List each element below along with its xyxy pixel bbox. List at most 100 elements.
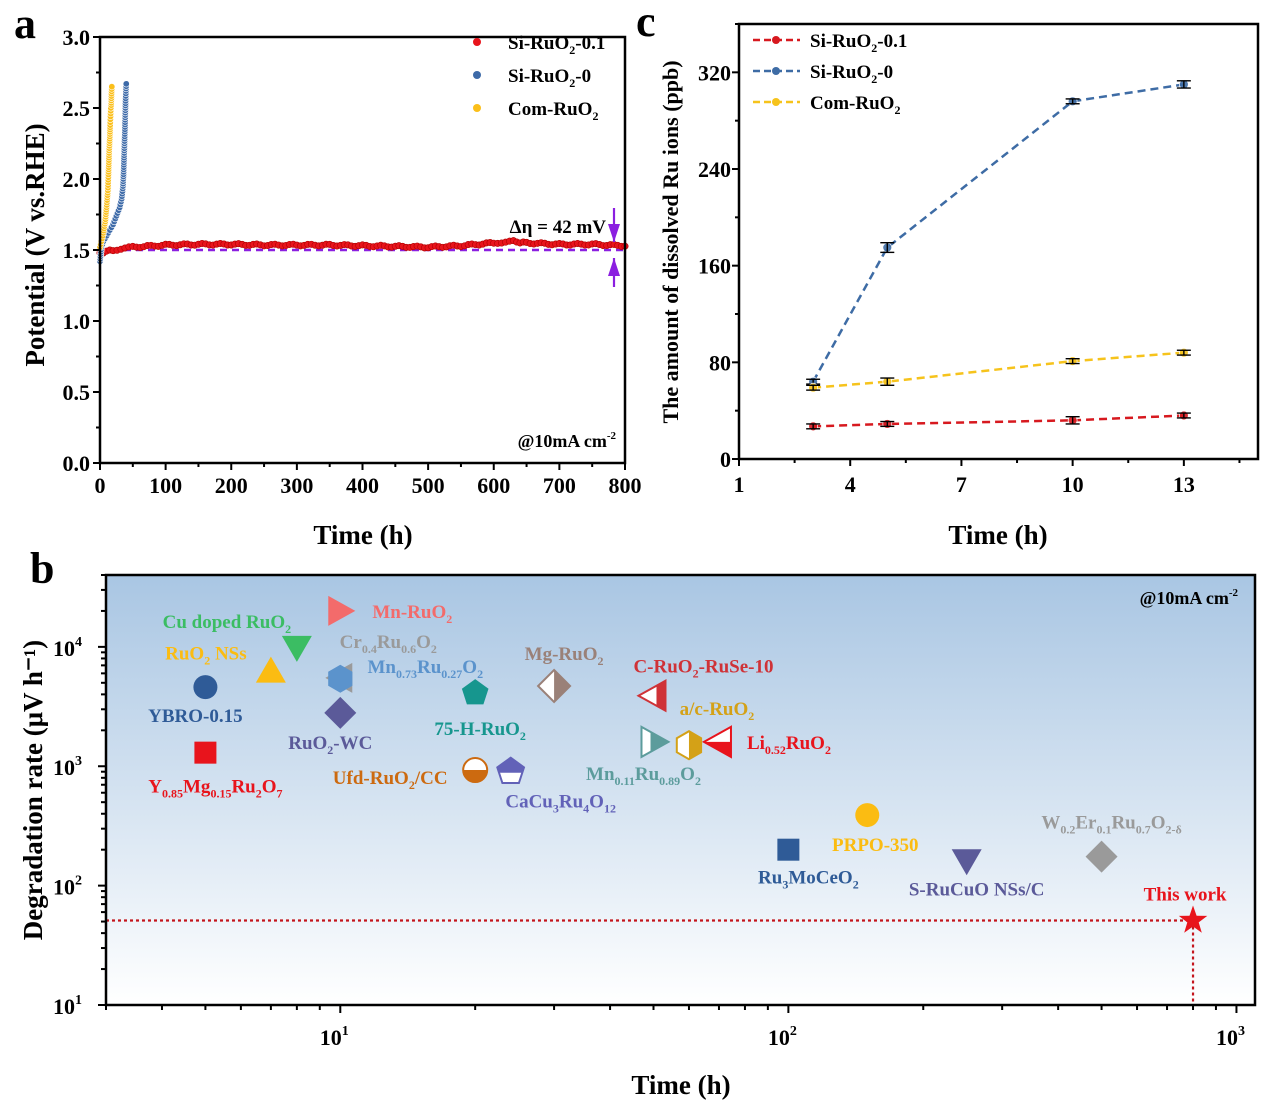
panel-a-potential-chart: Δη = 42 mV @10mA cm-2 0 100 200 300 400 500 600… — [20, 25, 642, 550]
panel-b-degradation-chart: YBRO-0.15 Y0.85​Mg0.15​Ru2​O7​ RuO2​ NSs Cu… — [18, 573, 1257, 1100]
data-label: Ufd-RuO2​/CC — [333, 768, 448, 792]
y-tick-label: 0.0 — [63, 451, 91, 476]
data-point-w0-2er0-1ru0-7o2-: W0.2​Er0.1​Ru0.7​O2-δ​ — [1041, 813, 1182, 873]
current-density-note: @10mA cm-2 — [518, 430, 617, 451]
data-label: Mn0.73​Ru0.27​O2​ — [368, 657, 484, 681]
x-tick-label: 13 — [1173, 472, 1195, 497]
plot-frame — [104, 573, 1257, 1007]
x-tick-label: 300 — [280, 473, 313, 498]
panel-letter-b: b — [30, 544, 54, 593]
data-point-75-h-ruo2: 75-H-RuO2​ — [434, 679, 526, 743]
data-point — [108, 83, 116, 91]
data-point-mn0-73ru0-27o2: Mn0.73​Ru0.27​O2​ — [328, 657, 483, 693]
x-tick-label: 4 — [845, 472, 856, 497]
data-point-li0-52ruo2: Li0.52​RuO2​ — [701, 725, 831, 759]
legend-label: Si-RuO2​-0.1 — [810, 31, 907, 55]
data-label: CaCu3​Ru4​O12​ — [505, 792, 616, 816]
diamond-marker — [324, 696, 357, 729]
panel-b-data-marks: YBRO-0.15 Y0.85​Mg0.15​Ru2​O7​ RuO2​ NSs Cu… — [106, 587, 1238, 1005]
data-point-mn0-11ru0-89o2: Mn0.11​Ru0.89​O2​ — [586, 725, 701, 788]
x-tick-label: 600 — [477, 473, 510, 498]
data-label: Mg-RuO2​ — [525, 644, 604, 668]
data-label: Y0.85​Mg0.15​Ru2​O7​ — [148, 777, 282, 801]
half-triangle-right-fill — [650, 731, 669, 752]
legend-label: Si-RuO2​-0 — [810, 62, 893, 86]
data-point-ruo2-nss: RuO2​ NSs — [165, 644, 286, 683]
x-tick-label: 400 — [346, 473, 379, 498]
data-point-mg-ruo2: Mg-RuO2​ — [525, 644, 604, 704]
data-point-cacu3ru4o12: CaCu3​Ru4​O12​ — [496, 756, 616, 816]
half-pentagon-fill — [497, 757, 524, 773]
circle-marker — [855, 803, 880, 828]
data-point-cu-doped-ruo2: Cu doped RuO2​ — [163, 612, 312, 662]
legend-marker — [473, 38, 481, 46]
panel-b-y-axis-title: Degradation rate (μV h⁻¹) — [18, 640, 48, 940]
x-tick-label: 7 — [956, 472, 967, 497]
panel-c-axes: 1 4 7 10 13 0 80 160 240 320 — [698, 22, 1260, 497]
triangle-right-marker — [328, 595, 356, 626]
series-si-ruo2-0-1 — [96, 237, 629, 257]
data-point-c-ruo2-ruse-10: C-RuO2​-RuSe-10 — [633, 657, 774, 713]
y-tick-label: 0.5 — [63, 380, 91, 405]
data-label: W0.2​Er0.1​Ru0.7​O2-δ​ — [1041, 813, 1181, 837]
legend-marker — [772, 67, 780, 75]
x-tick-label: 103 — [1216, 1024, 1245, 1050]
star-marker — [1178, 905, 1208, 933]
data-label: Mn0.11​Ru0.89​O2​ — [586, 764, 701, 788]
y-tick-label: 103 — [53, 754, 82, 780]
data-label: PRPO-350 — [832, 835, 919, 856]
x-tick-label: 0 — [95, 473, 106, 498]
y-tick-label: 3.0 — [63, 25, 91, 50]
data-label: a/c-RuO2​ — [680, 699, 755, 723]
y-tick-label: 1.5 — [63, 238, 91, 263]
panel-c-data-marks — [806, 79, 1191, 432]
data-point-ru3moceo2: Ru3​MoCeO2​ — [758, 838, 859, 892]
y-tick-label: 160 — [698, 254, 731, 279]
data-point-a-c-ruo2: a/c-RuO2​ — [675, 699, 755, 761]
data-label: Ru3​MoCeO2​ — [758, 868, 859, 892]
legend-label: Si-RuO2​-0.1 — [508, 33, 605, 57]
x-tick-label: 700 — [543, 473, 576, 498]
data-label: S-RuCuO NSs/C — [909, 879, 1045, 900]
legend-label: Si-RuO2​-0 — [508, 66, 591, 90]
half-diamond-fill — [554, 670, 571, 703]
data-point-prpo-350: PRPO-350 — [832, 803, 919, 856]
delta-arrow-bottom-head — [608, 258, 620, 276]
pentagon-marker — [461, 679, 489, 705]
triangle-up-marker — [255, 656, 286, 683]
x-tick-label: 500 — [412, 473, 445, 498]
y-tick-label: 2.5 — [63, 96, 91, 121]
panel-letter-c: c — [636, 0, 656, 46]
circle-marker — [193, 675, 218, 700]
x-tick-label: 100 — [149, 473, 182, 498]
data-label: Li0.52​RuO2​ — [747, 733, 831, 757]
data-label: YBRO-0.15 — [148, 706, 242, 727]
series-si-ruo2-0 — [806, 79, 1191, 387]
data-point-s-rucuo-nss-c: S-RuCuO NSs/C — [909, 849, 1045, 900]
x-tick-label: 800 — [609, 473, 642, 498]
data-label: RuO2​-WC — [288, 733, 372, 757]
x-tick-label: 102 — [768, 1024, 797, 1050]
x-tick-label: 10 — [1062, 472, 1084, 497]
square-marker — [194, 741, 217, 764]
delta-arrow-top-head — [608, 224, 620, 242]
panel-a-y-axis-title: Potential (V vs.RHE) — [20, 123, 50, 366]
data-point-mn-ruo2: Mn-RuO2​ — [328, 595, 452, 626]
legend-label: Com-RuO2​ — [810, 93, 900, 117]
panel-a-x-axis-title: Time (h) — [313, 520, 412, 550]
panel-c-y-axis-title: The amount of dissolved Ru ions (ppb) — [658, 60, 683, 423]
legend-marker — [772, 98, 780, 106]
panel-c-legend: Si-RuO2​-0.1 Si-RuO2​-0 Com-RuO2​ — [753, 31, 907, 117]
y-tick-label: 0 — [720, 447, 731, 472]
y-tick-label: 1.0 — [63, 309, 91, 334]
plot-frame — [737, 22, 1260, 461]
series-line — [812, 83, 1185, 383]
y-tick-label: 80 — [709, 350, 731, 375]
data-point-y0-85mg0-15ru2o7: Y0.85​Mg0.15​Ru2​O7​ — [148, 741, 283, 801]
y-tick-label: 104 — [53, 635, 82, 661]
current-density-note: @10mA cm-2 — [1140, 587, 1239, 608]
data-label: This work — [1144, 885, 1227, 906]
panel-a-axes: 0 100 200 300 400 500 600 700 800 0.0 0.5 1.0 1.5 2.0… — [63, 25, 642, 498]
